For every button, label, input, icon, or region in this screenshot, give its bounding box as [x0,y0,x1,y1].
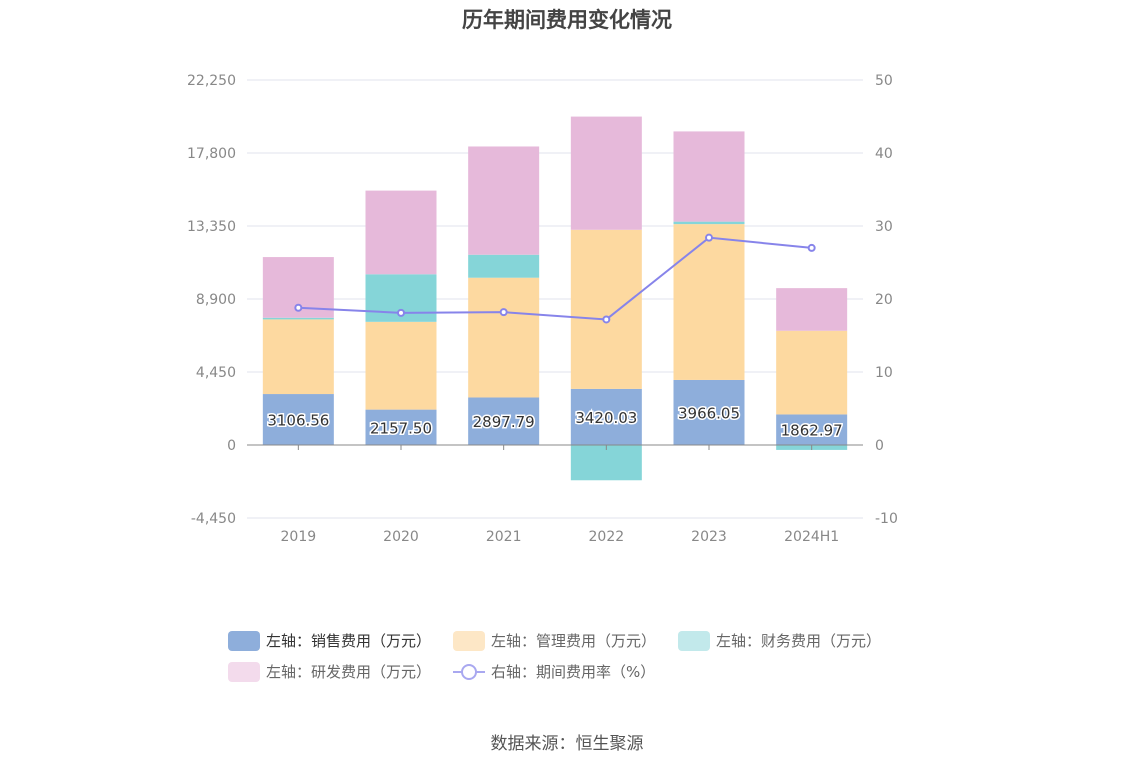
bar-segment-0-2019 [262,394,334,445]
data-source: 数据来源：恒生聚源 [490,734,644,754]
series-line-expense-rate [298,236,812,321]
left-axis-tick-label: -4,450 [191,511,236,527]
right-axis-tick-label: 40 [875,146,893,162]
data-label-sales: 3106.56 [267,412,329,430]
line-point-expense-rate [397,308,405,317]
bar-segment-3-2023 [673,131,745,222]
bar-segment-3-2024H1 [776,288,848,331]
x-axis-tick-label: 2024H1 [784,529,839,545]
legend-swatch-rd [228,661,260,682]
bar-segment-1-2024H1 [776,330,848,415]
x-axis-tick-label: 2022 [589,529,625,545]
right-axis-tick-label: 50 [875,73,893,89]
left-axis-tick-label: 22,250 [187,73,236,89]
chart-canvas: -4,450 -10 0 0 4,450 10 8,900 20 13,350 30 17,800 4… [187,73,898,545]
bar-segment-0-2020 [365,409,437,445]
legend-item-sales[interactable]: 左轴：销售费用（万元） [228,630,431,651]
legend-swatch-admin [453,630,486,651]
legend-label-rd: 左轴：研发费用（万元） [266,663,432,681]
right-axis-tick-label: -10 [875,511,898,527]
bar-segment-1-2022 [570,229,642,389]
line-point-expense-rate [294,303,303,312]
bar-segment-2-2019 [262,317,334,320]
legend-label-finance: 左轴：财务费用（万元） [716,632,882,650]
bar-segment-0-2022 [570,388,642,445]
right-axis-tick-label: 0 [875,438,884,454]
bar-segment-3-2020 [365,190,437,275]
left-axis-tick-label: 4,450 [196,365,236,381]
left-axis-tick-label: 8,900 [196,292,236,308]
bar-segment-2-2022 [570,445,642,481]
right-axis-tick-label: 20 [875,292,893,308]
right-axis-tick-label: 30 [875,219,893,235]
x-axis-tick-label: 2023 [691,529,727,545]
legend-item-rd[interactable]: 左轴：研发费用（万元） [228,661,431,682]
left-axis-tick-label: 13,350 [187,219,236,235]
data-label-sales: 2897.79 [473,413,535,431]
x-axis-tick-label: 2019 [281,529,317,545]
line-point-expense-rate [499,308,508,317]
left-axis-tick-label: 0 [227,438,236,454]
data-label-sales: 3420.03 [575,409,637,427]
line-point-expense-rate [602,315,611,324]
right-axis-tick-label: 10 [875,365,893,381]
legend-item-admin[interactable]: 左轴：管理费用（万元） [453,630,656,651]
data-label-sales: 2157.50 [370,419,432,437]
bar-segment-3-2022 [570,116,642,230]
legend-label-expense-rate: 右轴：期间费用率（%） [491,663,656,681]
bar-segment-1-2020 [365,321,437,410]
bar-segment-1-2023 [673,224,745,380]
bar-segment-3-2021 [468,146,540,255]
bar-segment-2-2021 [468,254,540,278]
bar-segment-2-2023 [673,221,745,225]
bar-segment-0-2024H1 [776,414,848,445]
legend-label-admin: 左轴：管理费用（万元） [491,632,657,650]
x-axis-tick-label: 2020 [383,529,419,545]
chart-legend: 左轴：销售费用（万元） 左轴：管理费用（万元） 左轴：财务费用（万元） 左轴：研… [228,630,928,692]
legend-swatch-sales [228,630,260,651]
legend-swatch-expense-rate [453,662,486,682]
legend-item-expense-rate[interactable]: 右轴：期间费用率（%） [453,661,655,682]
line-point-expense-rate [705,233,713,242]
bar-segment-0-2023 [673,379,745,445]
x-axis-tick-label: 2021 [486,529,522,545]
legend-swatch-finance [678,630,711,651]
line-point-expense-rate [807,243,816,252]
bar-segment-1-2019 [262,319,334,395]
chart-title: 历年期间费用变化情况 [462,8,672,32]
bar-segment-0-2021 [468,397,540,445]
legend-label-sales: 左轴：销售费用（万元） [266,632,432,650]
legend-item-finance[interactable]: 左轴：财务费用（万元） [678,630,881,651]
data-label-sales: 3966.05 [678,404,740,422]
data-label-sales: 1862.97 [781,422,843,440]
bar-segment-1-2021 [468,277,540,398]
left-axis-tick-label: 17,800 [187,146,236,162]
